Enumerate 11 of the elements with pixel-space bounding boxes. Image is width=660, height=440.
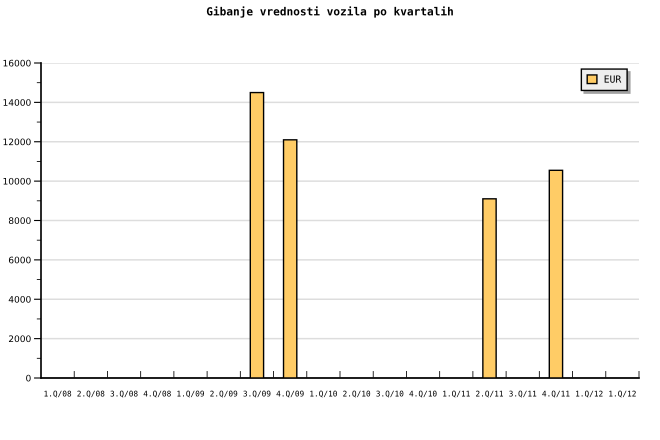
- y-tick-label: 2000: [8, 335, 31, 342]
- y-tick-label: 0: [26, 374, 31, 382]
- y-tick-label: 4000: [8, 296, 31, 303]
- y-tick-label: 10000: [4, 178, 31, 185]
- chart-title: Gibanje vrednosti vozila po kvartalih: [206, 6, 453, 18]
- y-tick-label: 14000: [4, 99, 31, 106]
- y-tick-label: 16000: [4, 60, 31, 67]
- y-tick-label: 12000: [4, 138, 31, 146]
- legend-label: EUR: [604, 75, 622, 83]
- y-tick-label: 6000: [8, 256, 31, 264]
- y-tick-label: 8000: [8, 217, 31, 224]
